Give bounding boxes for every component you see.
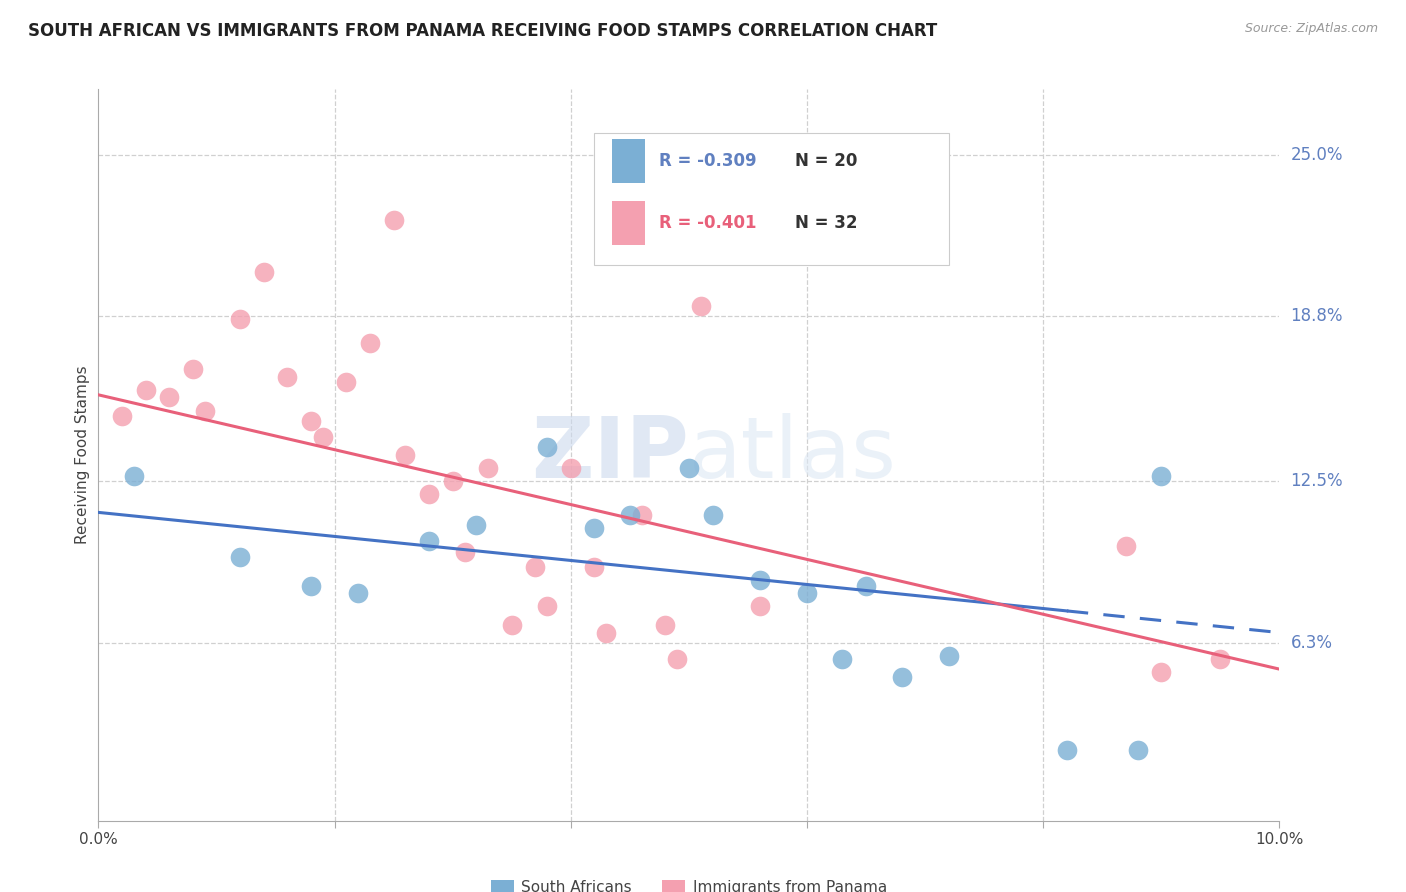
Point <box>122 468 145 483</box>
Point <box>276 369 298 384</box>
Point <box>619 508 641 522</box>
Point <box>359 335 381 350</box>
FancyBboxPatch shape <box>595 133 949 265</box>
Bar <box>612 201 645 245</box>
Bar <box>612 139 645 183</box>
Legend: South Africans, Immigrants from Panama: South Africans, Immigrants from Panama <box>485 873 893 892</box>
Point <box>418 534 440 549</box>
Point <box>524 560 547 574</box>
Point <box>157 391 180 405</box>
Text: atlas: atlas <box>689 413 897 497</box>
Point <box>453 544 475 558</box>
Point <box>748 574 770 588</box>
Point <box>702 508 724 522</box>
Point <box>654 617 676 632</box>
Point <box>441 474 464 488</box>
Text: R = -0.309: R = -0.309 <box>659 153 756 170</box>
Y-axis label: Receiving Food Stamps: Receiving Food Stamps <box>75 366 90 544</box>
Point <box>1150 665 1173 679</box>
Point <box>335 375 357 389</box>
Text: N = 32: N = 32 <box>796 214 858 232</box>
Point <box>1115 539 1137 553</box>
Text: SOUTH AFRICAN VS IMMIGRANTS FROM PANAMA RECEIVING FOOD STAMPS CORRELATION CHART: SOUTH AFRICAN VS IMMIGRANTS FROM PANAMA … <box>28 22 938 40</box>
Point <box>595 625 617 640</box>
Point <box>666 651 689 665</box>
Text: Source: ZipAtlas.com: Source: ZipAtlas.com <box>1244 22 1378 36</box>
Point <box>560 461 582 475</box>
Point <box>253 265 276 279</box>
Text: R = -0.401: R = -0.401 <box>659 214 756 232</box>
Text: 12.5%: 12.5% <box>1291 472 1343 490</box>
Text: 6.3%: 6.3% <box>1291 634 1333 652</box>
Point <box>678 461 700 475</box>
Point <box>748 599 770 614</box>
Point <box>583 560 606 574</box>
Point <box>1150 468 1173 483</box>
Point <box>135 383 157 397</box>
Point <box>536 440 558 454</box>
Text: 18.8%: 18.8% <box>1291 308 1343 326</box>
Point <box>181 361 204 376</box>
Point <box>855 578 877 592</box>
Point <box>583 521 606 535</box>
Text: 25.0%: 25.0% <box>1291 145 1343 163</box>
Point <box>418 487 440 501</box>
Point <box>229 549 252 564</box>
Text: ZIP: ZIP <box>531 413 689 497</box>
Point <box>501 617 523 632</box>
Point <box>689 299 711 313</box>
Point <box>890 670 912 684</box>
Point <box>299 578 322 592</box>
Point <box>1056 743 1078 757</box>
Point <box>1209 651 1232 665</box>
Point <box>111 409 134 423</box>
Text: N = 20: N = 20 <box>796 153 858 170</box>
Point <box>477 461 499 475</box>
Point <box>465 518 488 533</box>
Point <box>312 430 335 444</box>
Point <box>299 414 322 428</box>
Point <box>536 599 558 614</box>
Point <box>194 403 217 417</box>
Point <box>796 586 818 600</box>
Point <box>938 649 960 664</box>
Point <box>347 586 370 600</box>
Point <box>630 508 652 522</box>
Point <box>382 212 405 227</box>
Point <box>394 448 416 462</box>
Point <box>1126 743 1149 757</box>
Point <box>229 312 252 326</box>
Point <box>831 651 853 665</box>
